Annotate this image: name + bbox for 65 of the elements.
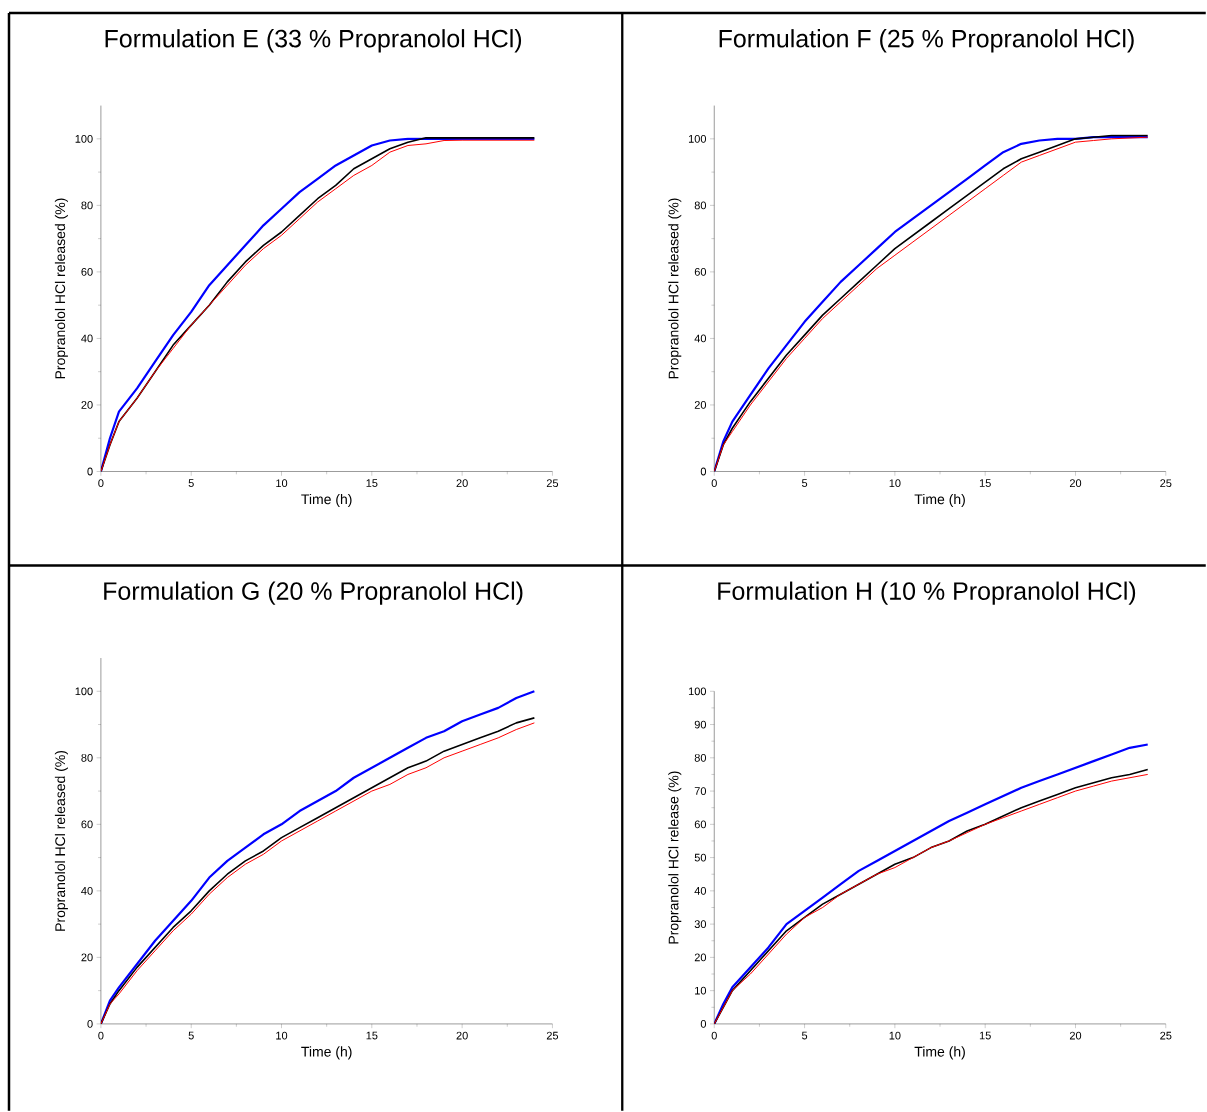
y-tick-label: 30: [694, 920, 707, 928]
y-tick-label: 100: [688, 134, 707, 143]
y-tick-label: 10: [695, 986, 707, 995]
y-tick-label: 60: [694, 267, 707, 276]
x-tick-label: 0: [711, 479, 717, 488]
y-tick-label: 90: [694, 720, 707, 729]
y-tick-label: 40: [694, 886, 707, 895]
y-tick-label: 20: [694, 401, 707, 409]
y-tick-label: 0: [700, 1020, 707, 1028]
y-tick-label: 40: [81, 334, 93, 343]
x-tick-label: 20: [456, 479, 468, 488]
x-tick-label: 20: [456, 1031, 468, 1040]
y-tick-label: 80: [81, 201, 93, 210]
x-tick-label: 5: [188, 479, 194, 487]
x-tick-label: 25: [546, 1031, 559, 1040]
x-tick-label: 0: [711, 1031, 717, 1040]
y-tick-label: 100: [75, 134, 93, 143]
x-tick-label: 10: [276, 479, 288, 488]
x-tick-label: 25: [546, 479, 559, 488]
y-tick-label: 80: [694, 753, 707, 762]
x-tick-label: 15: [979, 479, 991, 487]
x-tick-label: 25: [1160, 1031, 1172, 1040]
x-tick-label: 5: [188, 1031, 194, 1040]
y-tick-label: 0: [87, 1020, 93, 1028]
chart-title: Formulation G (20 % Propranolol HCl): [104, 581, 523, 605]
y-tick-label: 20: [81, 401, 93, 409]
chart-title: Formulation F (25 % Propranolol HCl): [719, 29, 1134, 53]
y-tick-label: 70: [694, 787, 707, 795]
y-tick-label: 40: [81, 886, 93, 895]
y-tick-label: 80: [81, 753, 93, 762]
chart-title: Formulation E (33 % Propranolol HCl): [105, 29, 522, 53]
x-tick-label: 10: [276, 1031, 288, 1040]
y-tick-label: 60: [694, 820, 707, 829]
x-tick-label: 25: [1160, 479, 1172, 488]
y-axis-title: Propranolol HCl released (%): [54, 198, 68, 379]
y-tick-label: 60: [81, 267, 93, 276]
y-tick-label: 20: [81, 953, 93, 962]
x-tick-label: 10: [889, 1031, 901, 1040]
x-tick-label: 20: [1069, 479, 1082, 488]
x-tick-label: 0: [98, 479, 104, 488]
chart-title: Formulation H (10 % Propranolol HCl): [718, 581, 1136, 605]
y-tick-label: 80: [694, 201, 707, 210]
y-tick-label: 0: [87, 467, 93, 476]
x-tick-label: 0: [98, 1031, 104, 1040]
x-tick-label: 15: [366, 1031, 378, 1040]
x-tick-label: 15: [979, 1031, 991, 1040]
y-tick-label: 20: [694, 953, 707, 962]
x-axis-title: Time (h): [301, 1046, 352, 1060]
y-tick-label: 100: [75, 687, 93, 696]
x-tick-label: 15: [366, 479, 378, 487]
x-axis-title: Time (h): [914, 493, 965, 507]
y-tick-label: 60: [81, 820, 93, 829]
x-axis-title: Time (h): [301, 493, 352, 507]
y-axis-title: Propranolol HCl release (%): [668, 771, 682, 944]
y-tick-label: 40: [694, 334, 707, 343]
y-tick-label: 100: [688, 687, 707, 696]
x-tick-label: 10: [889, 479, 901, 488]
x-tick-label: 5: [801, 1031, 808, 1040]
x-axis-title: Time (h): [914, 1046, 965, 1060]
x-tick-label: 20: [1069, 1031, 1082, 1040]
y-tick-label: 0: [700, 467, 707, 476]
y-axis-title: Propranolol HCl released (%): [668, 198, 682, 379]
x-tick-label: 5: [801, 479, 808, 487]
y-tick-label: 50: [694, 853, 707, 862]
y-axis-title: Propranolol HCl released (%): [54, 750, 68, 931]
